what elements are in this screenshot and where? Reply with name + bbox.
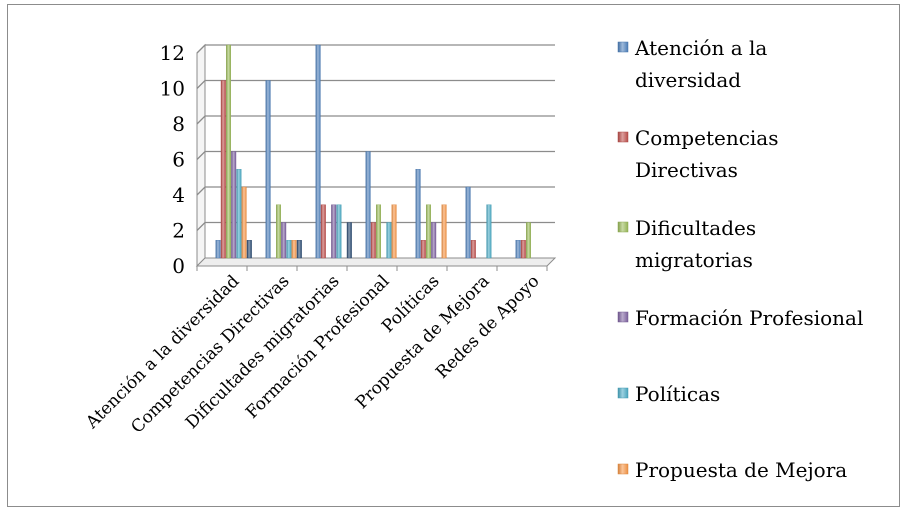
bar-2-1 xyxy=(276,204,282,259)
bar-0-5 xyxy=(465,186,471,259)
bar-1-2 xyxy=(320,204,326,259)
legend-swatch-1 xyxy=(617,131,629,143)
bar-3-1 xyxy=(281,222,287,259)
bar-2-4 xyxy=(426,204,432,259)
legend-swatch-5 xyxy=(617,463,629,475)
legend-label-1: Competencias xyxy=(635,126,779,150)
bar-3-2 xyxy=(331,204,337,259)
bar-0-1 xyxy=(265,80,271,259)
bar-0-4 xyxy=(415,169,421,259)
bar-4-0 xyxy=(236,169,242,259)
bar-1-5 xyxy=(470,240,476,259)
bar-0-6 xyxy=(515,240,521,259)
chart-floor xyxy=(195,257,557,267)
y-tick-label: 12 xyxy=(160,41,185,65)
y-tick-label: 6 xyxy=(172,148,185,172)
bar-6-2 xyxy=(346,222,352,259)
legend-label-1: Directivas xyxy=(635,158,738,182)
bar-4-3 xyxy=(386,222,392,259)
legend-swatch-0 xyxy=(617,41,629,53)
bar-6-0 xyxy=(246,240,252,259)
legend-label-3: Formación Profesional xyxy=(635,306,863,330)
bar-4-1 xyxy=(286,240,292,259)
chart-frame xyxy=(7,4,900,507)
bar-5-4 xyxy=(441,204,447,259)
gridline xyxy=(196,186,555,196)
bar-4-2 xyxy=(336,204,342,259)
legend-swatch-2 xyxy=(617,221,629,233)
bar-2-0 xyxy=(225,44,231,259)
y-tick-label: 10 xyxy=(160,77,185,101)
bar-0-0 xyxy=(215,240,221,259)
bar-5-3 xyxy=(391,204,397,259)
legend-swatch-4 xyxy=(617,387,629,399)
legend-label-4: Políticas xyxy=(635,382,720,406)
gridline xyxy=(196,115,555,125)
bar-3-0 xyxy=(231,151,237,259)
gridline xyxy=(196,44,555,54)
bar-1-6 xyxy=(520,240,526,259)
gridline xyxy=(196,221,555,231)
y-tick-label: 8 xyxy=(172,112,185,136)
bar-0-2 xyxy=(315,44,321,259)
y-tick-label: 2 xyxy=(172,219,185,243)
legend-label-2: Dificultades xyxy=(635,216,756,240)
bar-2-3 xyxy=(376,204,382,259)
bar-6-1 xyxy=(296,240,302,259)
gridline xyxy=(196,79,555,89)
bar-5-0 xyxy=(241,186,247,259)
legend-label-0: Atención a la xyxy=(634,36,767,60)
bar-0-3 xyxy=(365,151,371,259)
bar-1-0 xyxy=(220,80,226,259)
legend-label-2: migratorias xyxy=(635,248,753,272)
bar-4-5 xyxy=(486,204,492,259)
bar-3-4 xyxy=(431,222,437,259)
bar-5-1 xyxy=(291,240,297,259)
bar-2-6 xyxy=(526,222,532,259)
gridline xyxy=(196,150,555,160)
y-tick-label: 0 xyxy=(172,254,185,278)
legend-swatch-3 xyxy=(617,311,629,323)
legend-label-0: diversidad xyxy=(635,68,741,92)
bar-1-4 xyxy=(420,240,426,259)
legend-label-5: Propuesta de Mejora xyxy=(635,458,847,482)
bar-1-3 xyxy=(370,222,376,259)
y-tick-label: 4 xyxy=(172,183,185,207)
